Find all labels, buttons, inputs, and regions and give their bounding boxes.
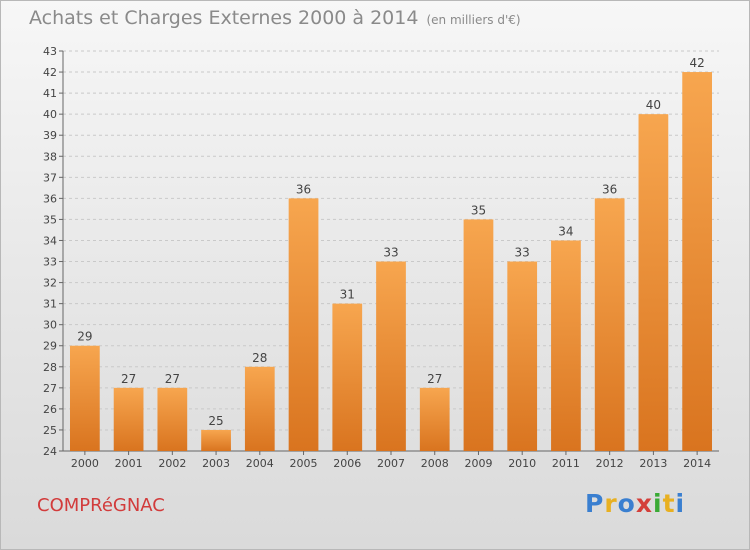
y-tick-label: 35 xyxy=(43,213,57,226)
x-tick-label: 2001 xyxy=(115,457,143,470)
logo-letter: i xyxy=(675,489,686,518)
chart-title: Achats et Charges Externes 2000 à 2014 (e… xyxy=(29,7,521,29)
x-tick-label: 2002 xyxy=(158,457,186,470)
y-tick-label: 41 xyxy=(43,87,57,100)
bar-2010 xyxy=(507,261,538,451)
y-tick-label: 28 xyxy=(43,361,57,374)
logo-letter: P xyxy=(585,489,605,518)
y-tick-label: 36 xyxy=(43,192,57,205)
y-tick-label: 26 xyxy=(43,403,57,416)
logo-letter: t xyxy=(662,489,676,518)
x-tick-label: 2011 xyxy=(552,457,580,470)
bar-2008 xyxy=(419,387,450,451)
bar-2014 xyxy=(682,72,713,451)
y-tick-label: 32 xyxy=(43,277,57,290)
logo-letter: o xyxy=(617,489,636,518)
logo-letter: r xyxy=(604,489,618,518)
bar-2004 xyxy=(244,366,275,451)
y-tick-label: 33 xyxy=(43,256,57,269)
chart-title-unit: (en milliers d'€) xyxy=(426,13,521,27)
x-tick-label: 2009 xyxy=(464,457,492,470)
x-tick-label: 2005 xyxy=(290,457,318,470)
y-tick-label: 31 xyxy=(43,298,57,311)
data-label: 33 xyxy=(515,246,530,260)
x-tick-label: 2000 xyxy=(71,457,99,470)
bar-2003 xyxy=(201,429,231,451)
data-label: 36 xyxy=(602,182,617,196)
x-tick-label: 2012 xyxy=(596,457,624,470)
bar-2006 xyxy=(332,303,363,451)
bar-2001 xyxy=(113,387,144,451)
x-tick-label: 2014 xyxy=(683,457,711,470)
data-label: 34 xyxy=(558,224,573,238)
logo-letter: x xyxy=(635,489,653,518)
chart-title-main: Achats et Charges Externes 2000 à 2014 xyxy=(29,7,419,29)
data-label: 27 xyxy=(121,372,136,386)
proxiti-logo[interactable]: Proxiti xyxy=(585,489,685,518)
data-label: 31 xyxy=(340,288,355,302)
bar-2002 xyxy=(157,387,188,451)
data-label: 40 xyxy=(646,98,661,112)
data-label: 27 xyxy=(427,372,442,386)
data-label: 29 xyxy=(77,330,92,344)
bar-2009 xyxy=(463,219,494,451)
data-label: 27 xyxy=(165,372,180,386)
bar-2012 xyxy=(594,198,625,451)
y-tick-label: 29 xyxy=(43,340,57,353)
bar-2013 xyxy=(638,114,669,451)
x-tick-label: 2010 xyxy=(508,457,536,470)
bar-2011 xyxy=(551,240,581,451)
data-label: 36 xyxy=(296,182,311,196)
y-tick-label: 27 xyxy=(43,382,57,395)
y-tick-label: 30 xyxy=(43,319,57,332)
y-tick-label: 38 xyxy=(43,150,57,163)
bar-2007 xyxy=(376,261,406,451)
y-tick-label: 42 xyxy=(43,66,57,79)
x-tick-label: 2013 xyxy=(639,457,667,470)
x-tick-label: 2007 xyxy=(377,457,405,470)
y-tick-label: 40 xyxy=(43,108,57,121)
data-label: 35 xyxy=(471,203,486,217)
data-label: 25 xyxy=(208,414,223,428)
data-label: 33 xyxy=(383,246,398,260)
x-axis-labels: 2000 2001 2002 2003 2004 2005 2006 2007 2008 2009… xyxy=(71,451,711,470)
x-tick-label: 2004 xyxy=(246,457,274,470)
x-tick-label: 2003 xyxy=(202,457,230,470)
y-tick-label: 34 xyxy=(43,234,57,247)
data-label: 28 xyxy=(252,351,267,365)
y-tick-label: 37 xyxy=(43,171,57,184)
bar-2005 xyxy=(288,198,319,451)
x-tick-label: 2006 xyxy=(333,457,361,470)
data-label: 42 xyxy=(689,56,704,70)
bars: 29 27 27 25 28 36 31 33 27 35 33 34 36 40 42 xyxy=(69,56,713,451)
y-tick-label: 43 xyxy=(43,45,57,58)
commune-name: COMPRéGNAC xyxy=(37,495,165,516)
x-tick-label: 2008 xyxy=(421,457,449,470)
y-tick-label: 25 xyxy=(43,424,57,437)
y-tick-label: 24 xyxy=(43,445,57,458)
logo-letter: i xyxy=(653,489,663,518)
bar-2000 xyxy=(69,345,100,451)
y-tick-label: 39 xyxy=(43,129,57,142)
